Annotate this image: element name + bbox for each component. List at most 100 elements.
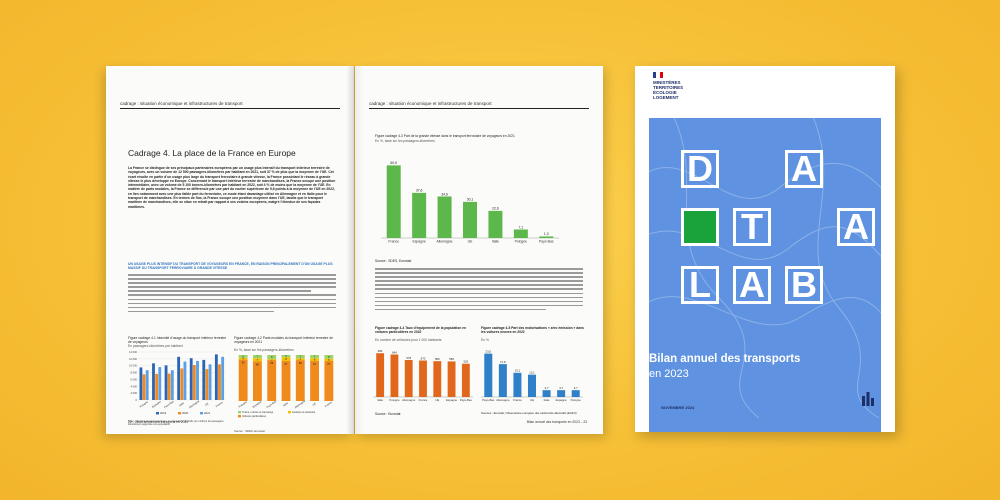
bar-Allemagne-2019 bbox=[189, 358, 193, 400]
segment-Pays-Bas-Voitures particulières bbox=[267, 360, 277, 401]
bar-Pologne bbox=[390, 354, 399, 397]
category-label: France bbox=[513, 398, 522, 402]
legend-label: Voitures particulières bbox=[242, 414, 267, 418]
bar-Allemagne bbox=[498, 364, 507, 397]
category-label: Italie bbox=[492, 239, 499, 243]
bar-Pays-Bas bbox=[539, 236, 554, 238]
bar-Pologne bbox=[571, 390, 580, 397]
bar-France-2019 bbox=[214, 354, 218, 400]
bar-Allemagne-2021 bbox=[196, 360, 199, 400]
legend-label: 2019 bbox=[160, 411, 167, 415]
segment-Pologne-Trains, métros et tramways bbox=[238, 355, 248, 358]
chart-4-3: 60,5 France 37,6 Espagne 34,6 Allemagne 30,1 UE… bbox=[381, 161, 559, 243]
bar-Espagne-2020 bbox=[155, 373, 159, 400]
tile-l: L bbox=[681, 264, 719, 305]
segment-Espagne-Autobus et autocars bbox=[253, 358, 262, 362]
category-label: UE bbox=[435, 398, 439, 402]
segment-Italie-Voitures particulières bbox=[281, 360, 291, 401]
chart-4-3-subtitle: En %, base sur les passagers-kilomètres bbox=[375, 139, 435, 143]
value-label: 7 bbox=[257, 358, 259, 362]
category-label: Allemagne bbox=[437, 239, 453, 243]
bar-Allemagne bbox=[404, 360, 413, 397]
value-label: 90 bbox=[242, 361, 245, 365]
legend-swatch bbox=[238, 411, 241, 414]
page-footer-left: 22 – Bilan annuel des transports en 2023 bbox=[128, 420, 189, 424]
bar-Pologne-2021 bbox=[145, 370, 149, 400]
y-tick-label: 8 000 bbox=[131, 371, 138, 375]
category-label: Pays-Bas bbox=[265, 399, 277, 409]
left-page: cadrage : situation économique et infras… bbox=[106, 66, 354, 434]
category-label: Espagne bbox=[252, 399, 263, 408]
y-tick-label: 2 000 bbox=[131, 391, 138, 395]
segment-Allemagne-Autobus et autocars bbox=[295, 358, 305, 361]
tile-a3: A bbox=[733, 264, 771, 305]
brochure-cover: MINISTÈRES TERRITOIRES ÉCOLOGIE LOGEMENT… bbox=[635, 66, 895, 432]
tile-t: T bbox=[733, 206, 771, 247]
value-label: 556 bbox=[449, 357, 454, 361]
running-head: cadrage : situation économique et infras… bbox=[120, 101, 340, 109]
category-label: Pologne bbox=[515, 239, 528, 243]
segment-Italie-Trains, métros et tramways bbox=[281, 355, 291, 358]
value-label: 3,7 bbox=[545, 386, 549, 390]
category-label: Espagne bbox=[412, 239, 425, 243]
y-tick-label: 4 000 bbox=[131, 384, 138, 388]
value-label: 4 bbox=[242, 357, 244, 361]
value-label: 34,6 bbox=[441, 192, 448, 196]
value-label: 560 bbox=[435, 357, 440, 361]
bar-Pays-Bas-2021 bbox=[170, 370, 174, 400]
segment-UE-Autobus et autocars bbox=[310, 358, 319, 361]
bar-Pays-Bas-2020 bbox=[167, 373, 171, 400]
segment-UE-Trains, métros et tramways bbox=[310, 355, 319, 359]
ministry-logo-text: MINISTÈRES TERRITOIRES ÉCOLOGIE LOGEMENT bbox=[653, 80, 684, 100]
category-label: Allemagne bbox=[294, 399, 307, 410]
value-label: 87 bbox=[313, 362, 316, 366]
bar-Espagne bbox=[412, 192, 427, 238]
chart-4-2: 9046Pologne8677Espagne8929Pays-Bas8785It… bbox=[238, 354, 334, 418]
value-label: 13,1 bbox=[515, 369, 521, 373]
bar-Pays-Bas bbox=[484, 353, 493, 397]
chart-4-4-source: Source : Eurostat bbox=[375, 412, 401, 416]
value-label: 9 bbox=[271, 355, 273, 359]
segment-Pologne-Autobus et autocars bbox=[238, 357, 248, 360]
segment-France-Autobus et autocars bbox=[324, 358, 334, 361]
bar-Italie bbox=[376, 353, 385, 397]
legend-label: Trains, métros et tramways bbox=[242, 410, 274, 414]
tile-a: A bbox=[785, 148, 823, 189]
category-label: UE bbox=[204, 401, 209, 406]
value-label: 86 bbox=[256, 362, 259, 366]
bar-Italie-2021 bbox=[183, 361, 187, 400]
category-label: Allemagne bbox=[402, 398, 416, 402]
value-label: 1,3 bbox=[544, 232, 549, 236]
chart-4-3-title: Figure cadrage 4-3 Part de la grande vit… bbox=[375, 134, 515, 138]
y-tick-label: 0 bbox=[136, 398, 138, 402]
section-heading: Cadrage 4. La place de la France en Euro… bbox=[128, 148, 296, 158]
bar-Pologne bbox=[513, 229, 528, 238]
bar-UE bbox=[527, 374, 537, 397]
value-label: 7 bbox=[257, 355, 259, 359]
running-head: cadrage : situation économique et infras… bbox=[369, 101, 589, 109]
chart-4-5: 23,5 Pays-Bas 17,8 Allemagne 13,1 France 12,1 U… bbox=[481, 349, 583, 402]
bar-UE bbox=[463, 201, 477, 238]
segment-Pays-Bas-Trains, métros et tramways bbox=[267, 355, 277, 360]
legend-label: Autobus et autocars bbox=[292, 410, 316, 414]
category-label: Allemagne bbox=[496, 398, 510, 402]
category-label: Italie bbox=[282, 401, 289, 408]
value-label: 60,5 bbox=[390, 161, 397, 165]
y-tick-label: 6 000 bbox=[131, 377, 138, 381]
y-tick-label: 10 000 bbox=[129, 364, 137, 368]
cover-title: Bilan annuel des transports bbox=[649, 353, 801, 365]
value-label: 6 bbox=[242, 354, 244, 358]
value-label: 5 bbox=[285, 354, 287, 358]
y-tick-label: 14 000 bbox=[129, 350, 137, 354]
bar-Italie-2019 bbox=[177, 356, 181, 400]
bar-UE-2019 bbox=[202, 359, 206, 400]
body-text bbox=[128, 274, 336, 315]
bar-Italie-2020 bbox=[180, 368, 184, 400]
value-label: 684 bbox=[378, 349, 383, 353]
bar-France bbox=[386, 165, 401, 238]
bar-Espagne bbox=[557, 390, 566, 397]
bar-Italie bbox=[488, 210, 503, 238]
segment-France-Trains, métros et tramways bbox=[324, 355, 334, 359]
bar-Espagne bbox=[447, 361, 456, 397]
